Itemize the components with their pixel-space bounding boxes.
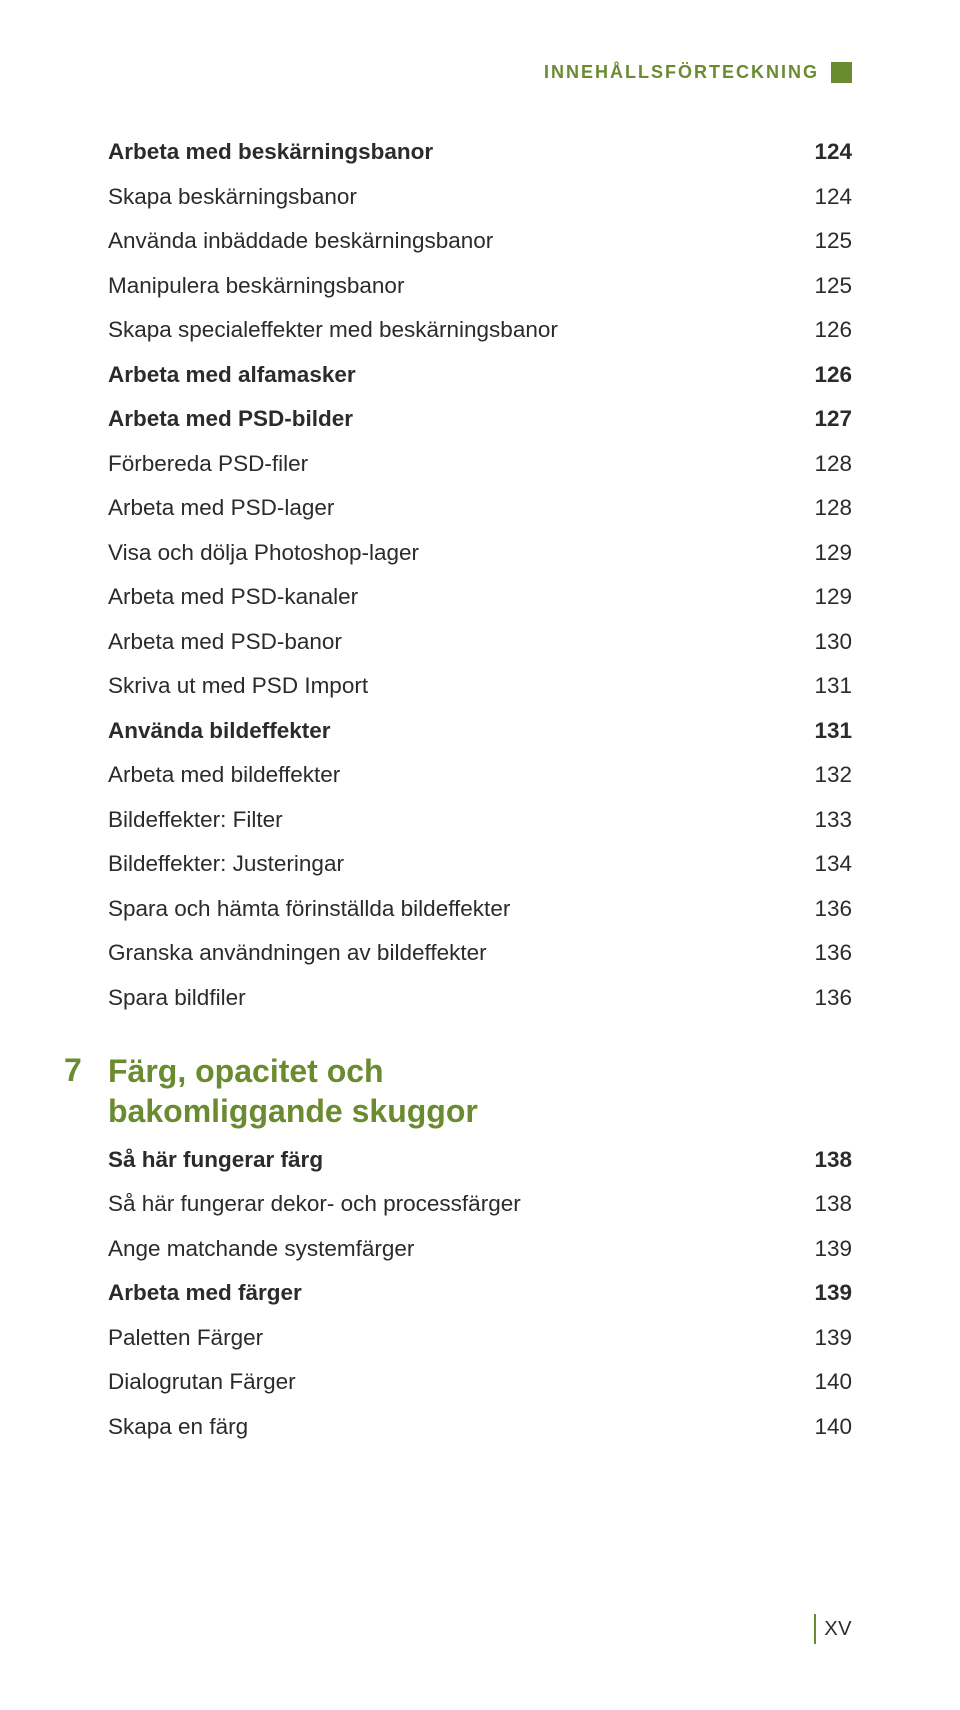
toc-row: Arbeta med färger139: [108, 1280, 852, 1306]
toc-entry-label: Använda inbäddade beskärningsbanor: [108, 228, 794, 254]
toc-entry-page: 124: [794, 184, 852, 210]
toc-entry-label: Så här fungerar dekor- och processfärger: [108, 1191, 794, 1217]
toc-entry-page: 131: [794, 718, 852, 744]
toc-row: Arbeta med PSD-bilder127: [108, 406, 852, 432]
toc-entry-page: 140: [794, 1414, 852, 1440]
header-label: INNEHÅLLSFÖRTECKNING: [544, 62, 819, 83]
toc-entry-page: 138: [794, 1191, 852, 1217]
toc-entry-page: 126: [794, 362, 852, 388]
toc-row: Manipulera beskärningsbanor125: [108, 273, 852, 299]
running-header: INNEHÅLLSFÖRTECKNING: [108, 62, 852, 83]
toc-entry-page: 139: [794, 1236, 852, 1262]
toc-entry-label: Så här fungerar färg: [108, 1147, 794, 1173]
chapter-heading: 7 Färg, opacitet och bakomliggande skugg…: [108, 1051, 852, 1131]
toc-entry-page: 136: [794, 896, 852, 922]
toc-entry-label: Paletten Färger: [108, 1325, 794, 1351]
toc-entry-label: Granska användningen av bildeffekter: [108, 940, 794, 966]
toc-entry-label: Skriva ut med PSD Import: [108, 673, 794, 699]
toc-entry-page: 129: [794, 540, 852, 566]
toc-entry-label: Spara och hämta förinställda bildeffekte…: [108, 896, 794, 922]
toc-entry-label: Skapa en färg: [108, 1414, 794, 1440]
toc-entry-page: 130: [794, 629, 852, 655]
toc-row: Arbeta med PSD-lager128: [108, 495, 852, 521]
toc-row: Arbeta med beskärningsbanor124: [108, 139, 852, 165]
toc-entry-page: 133: [794, 807, 852, 833]
toc-row: Granska användningen av bildeffekter136: [108, 940, 852, 966]
toc-entry-label: Arbeta med PSD-lager: [108, 495, 794, 521]
toc-entry-page: 127: [794, 406, 852, 432]
toc-row: Bildeffekter: Filter133: [108, 807, 852, 833]
toc-entry-label: Arbeta med PSD-banor: [108, 629, 794, 655]
toc-entry-page: 140: [794, 1369, 852, 1395]
toc-row: Bildeffekter: Justeringar134: [108, 851, 852, 877]
toc-row: Skriva ut med PSD Import131: [108, 673, 852, 699]
toc-entry-page: 128: [794, 495, 852, 521]
toc-entry-page: 139: [794, 1325, 852, 1351]
toc-row: Arbeta med PSD-kanaler129: [108, 584, 852, 610]
toc-row: Använda inbäddade beskärningsbanor125: [108, 228, 852, 254]
document-page: INNEHÅLLSFÖRTECKNING Arbeta med beskärni…: [0, 0, 960, 1440]
toc-entry-page: 132: [794, 762, 852, 788]
toc-row: Så här fungerar dekor- och processfärger…: [108, 1191, 852, 1217]
chapter-title: Färg, opacitet och bakomliggande skuggor: [108, 1051, 478, 1131]
toc-row: Arbeta med bildeffekter132: [108, 762, 852, 788]
toc-entry-page: 138: [794, 1147, 852, 1173]
chapter-title-line1: Färg, opacitet och: [108, 1053, 384, 1089]
toc-entry-label: Dialogrutan Färger: [108, 1369, 794, 1395]
toc-entry-label: Spara bildfiler: [108, 985, 794, 1011]
toc-entry-label: Arbeta med alfamasker: [108, 362, 794, 388]
toc-row: Spara bildfiler136: [108, 985, 852, 1011]
toc-row: Arbeta med alfamasker126: [108, 362, 852, 388]
chapter-title-line2: bakomliggande skuggor: [108, 1093, 478, 1129]
toc-entry-label: Bildeffekter: Justeringar: [108, 851, 794, 877]
toc-row: Ange matchande systemfärger139: [108, 1236, 852, 1262]
toc-entry-page: 128: [794, 451, 852, 477]
toc-row: Arbeta med PSD-banor130: [108, 629, 852, 655]
toc-entry-label: Manipulera beskärningsbanor: [108, 273, 794, 299]
toc-entry-page: 129: [794, 584, 852, 610]
toc-entry-page: 136: [794, 940, 852, 966]
chapter-number: 7: [64, 1051, 108, 1089]
toc-row: Skapa specialeffekter med beskärningsban…: [108, 317, 852, 343]
toc-row: Använda bildeffekter131: [108, 718, 852, 744]
toc-row: Paletten Färger139: [108, 1325, 852, 1351]
page-number-divider-icon: [814, 1614, 817, 1644]
toc-entry-label: Arbeta med PSD-kanaler: [108, 584, 794, 610]
toc-entry-page: 134: [794, 851, 852, 877]
toc-entry-page: 125: [794, 228, 852, 254]
toc-entry-label: Visa och dölja Photoshop-lager: [108, 540, 794, 566]
toc-entry-label: Ange matchande systemfärger: [108, 1236, 794, 1262]
toc-entry-label: Använda bildeffekter: [108, 718, 794, 744]
toc-entry-page: 139: [794, 1280, 852, 1306]
toc-row: Förbereda PSD-filer128: [108, 451, 852, 477]
page-number-wrap: XV: [814, 1614, 852, 1644]
toc-entry-page: 136: [794, 985, 852, 1011]
toc-entry-label: Arbeta med PSD-bilder: [108, 406, 794, 432]
toc-row: Dialogrutan Färger140: [108, 1369, 852, 1395]
toc-section-2: Så här fungerar färg138Så här fungerar d…: [108, 1147, 852, 1440]
toc-entry-label: Skapa beskärningsbanor: [108, 184, 794, 210]
header-square-icon: [831, 62, 852, 83]
toc-entry-label: Skapa specialeffekter med beskärningsban…: [108, 317, 794, 343]
toc-row: Spara och hämta förinställda bildeffekte…: [108, 896, 852, 922]
toc-entry-label: Arbeta med färger: [108, 1280, 794, 1306]
toc-entry-page: 131: [794, 673, 852, 699]
toc-entry-page: 125: [794, 273, 852, 299]
toc-section-1: Arbeta med beskärningsbanor124Skapa besk…: [108, 139, 852, 1011]
toc-entry-label: Arbeta med bildeffekter: [108, 762, 794, 788]
toc-entry-label: Förbereda PSD-filer: [108, 451, 794, 477]
page-number: XV: [824, 1618, 852, 1641]
toc-row: Så här fungerar färg138: [108, 1147, 852, 1173]
toc-row: Skapa beskärningsbanor124: [108, 184, 852, 210]
toc-row: Skapa en färg140: [108, 1414, 852, 1440]
toc-row: Visa och dölja Photoshop-lager129: [108, 540, 852, 566]
toc-entry-page: 126: [794, 317, 852, 343]
toc-entry-label: Bildeffekter: Filter: [108, 807, 794, 833]
toc-entry-page: 124: [794, 139, 852, 165]
toc-entry-label: Arbeta med beskärningsbanor: [108, 139, 794, 165]
